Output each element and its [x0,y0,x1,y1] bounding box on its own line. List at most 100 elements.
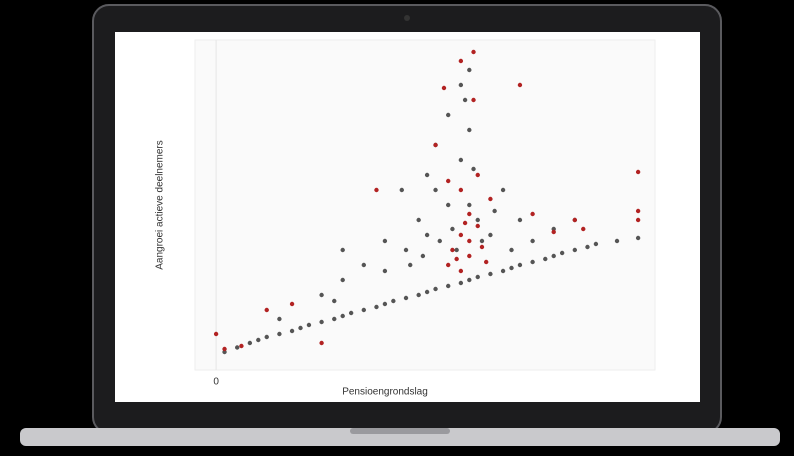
point [615,239,619,243]
point [467,128,471,132]
point [319,293,323,297]
camera [404,15,410,21]
point [416,293,420,297]
point [463,98,467,102]
point [374,188,378,192]
point [454,248,458,252]
point [277,317,281,321]
point [214,332,218,336]
point [446,263,450,267]
point [476,173,480,177]
point [552,230,556,234]
point [480,245,484,249]
point [341,278,345,282]
point [518,218,522,222]
point [518,83,522,87]
point [450,248,454,252]
point [391,299,395,303]
point [467,278,471,282]
point [222,347,226,351]
x-tick-label: 0 [213,377,219,388]
point [467,68,471,72]
point [383,269,387,273]
point [408,263,412,267]
point [446,284,450,288]
point [416,218,420,222]
point [290,329,294,333]
x-axis-label: Pensioengrondslag [342,387,428,398]
point [484,260,488,264]
page: {"chart_data": {"type": "scatter", "x_la… [0,0,794,451]
point [459,158,463,162]
point [471,50,475,54]
point [636,209,640,213]
point [543,257,547,261]
point [594,242,598,246]
point [530,260,534,264]
point [290,302,294,306]
point [307,323,311,327]
laptop-mockup: Pensioengrondslag Aangroei actieve deeln… [0,0,794,451]
point [438,239,442,243]
point [277,332,281,336]
point [362,308,366,312]
point [459,233,463,237]
point [585,245,589,249]
point [573,218,577,222]
point [459,188,463,192]
point [442,86,446,90]
point [235,345,239,349]
y-axis-label: Aangroei actieve deelnemers [155,140,166,270]
point [476,224,480,228]
point [480,239,484,243]
point [341,314,345,318]
point [467,254,471,258]
point [492,209,496,213]
plot-panel [195,40,655,370]
point [459,83,463,87]
point [433,188,437,192]
point [239,344,243,348]
point [467,203,471,207]
point [530,239,534,243]
point [425,173,429,177]
point [560,251,564,255]
point [501,269,505,273]
point [425,233,429,237]
point [636,236,640,240]
point [341,248,345,252]
point [319,320,323,324]
point [471,167,475,171]
point [518,263,522,267]
point [476,275,480,279]
point [459,59,463,63]
point [552,254,556,258]
point [509,248,513,252]
point [636,170,640,174]
point [404,296,408,300]
point [248,341,252,345]
point [265,335,269,339]
point [332,317,336,321]
point [476,218,480,222]
point [446,113,450,117]
point [488,197,492,201]
point [454,257,458,261]
point [467,212,471,216]
point [362,263,366,267]
point [425,290,429,294]
point [374,305,378,309]
point [459,269,463,273]
point [530,212,534,216]
point [467,239,471,243]
point [400,188,404,192]
point [581,227,585,231]
point [433,287,437,291]
point [463,221,467,225]
point [636,218,640,222]
point [319,341,323,345]
point [404,248,408,252]
point [383,239,387,243]
point [573,248,577,252]
point [383,302,387,306]
